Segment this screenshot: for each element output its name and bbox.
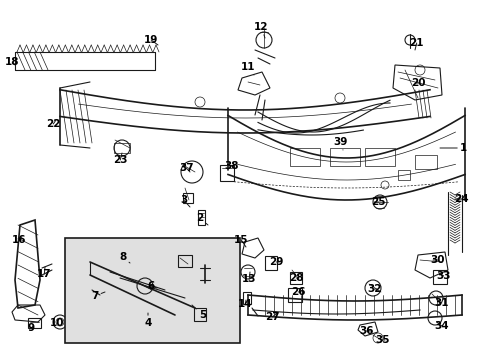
Bar <box>289 148 319 166</box>
Bar <box>329 148 359 166</box>
Text: 36: 36 <box>358 326 373 336</box>
Text: 7: 7 <box>91 291 105 301</box>
Text: 19: 19 <box>143 35 158 45</box>
Text: 3: 3 <box>180 195 190 207</box>
Text: 22: 22 <box>46 119 61 129</box>
Text: 17: 17 <box>37 267 52 279</box>
Bar <box>287 288 302 302</box>
Bar <box>114 143 130 153</box>
Bar <box>243 292 250 304</box>
Text: 35: 35 <box>374 335 389 345</box>
Bar <box>220 165 234 181</box>
Text: 16: 16 <box>12 235 26 245</box>
Text: 2: 2 <box>196 213 207 225</box>
Text: 38: 38 <box>224 161 238 171</box>
Bar <box>397 170 409 180</box>
Text: 25: 25 <box>371 197 385 207</box>
Bar <box>28 318 41 328</box>
Text: 27: 27 <box>264 312 279 322</box>
Text: 11: 11 <box>241 62 255 75</box>
Text: 30: 30 <box>429 255 444 265</box>
Bar <box>194 308 205 321</box>
Bar <box>264 256 276 270</box>
Text: 9: 9 <box>28 322 38 333</box>
Text: 18: 18 <box>5 57 20 67</box>
Text: 5: 5 <box>192 305 206 320</box>
Text: 23: 23 <box>113 153 127 165</box>
Text: 37: 37 <box>179 163 193 173</box>
Text: 1: 1 <box>439 143 467 153</box>
Bar <box>414 155 436 169</box>
Text: 10: 10 <box>50 318 64 328</box>
Bar <box>432 270 446 284</box>
Bar <box>289 272 302 284</box>
Text: 8: 8 <box>119 252 130 263</box>
Text: 21: 21 <box>408 38 423 50</box>
Text: 14: 14 <box>238 299 252 309</box>
Bar <box>198 210 204 225</box>
Text: 15: 15 <box>234 235 248 247</box>
Text: 26: 26 <box>290 287 305 297</box>
Text: 31: 31 <box>434 298 448 308</box>
Bar <box>178 255 192 267</box>
Text: 12: 12 <box>253 22 268 38</box>
Text: 20: 20 <box>411 78 425 88</box>
Text: 39: 39 <box>332 137 346 150</box>
Bar <box>183 193 193 203</box>
Text: 34: 34 <box>433 321 448 331</box>
Text: 29: 29 <box>268 257 283 267</box>
Text: 32: 32 <box>366 284 381 294</box>
Text: 6: 6 <box>147 281 157 291</box>
Text: 13: 13 <box>242 272 256 284</box>
Bar <box>65 238 240 343</box>
Text: 28: 28 <box>288 273 303 283</box>
Text: 24: 24 <box>453 194 468 204</box>
Text: 33: 33 <box>436 271 450 281</box>
Text: 4: 4 <box>144 313 151 328</box>
Bar <box>364 148 394 166</box>
